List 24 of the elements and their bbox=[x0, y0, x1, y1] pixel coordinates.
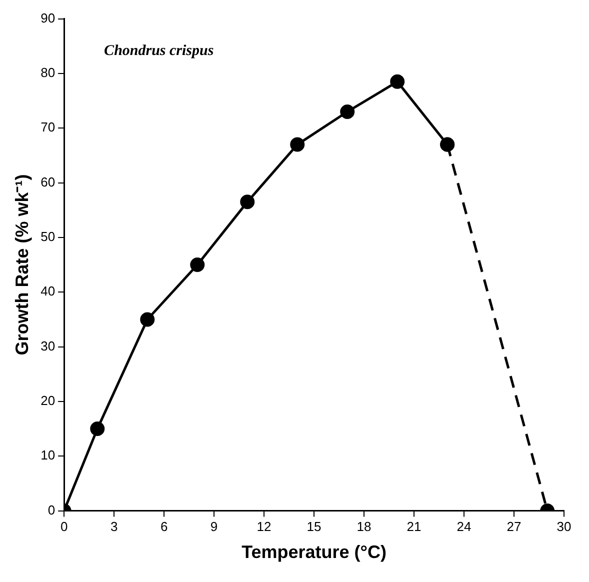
y-tick-label: 0 bbox=[48, 502, 56, 518]
x-tick-label: 27 bbox=[506, 519, 522, 534]
x-axis-title: Temperature (°C) bbox=[242, 542, 386, 562]
x-tick-label: 9 bbox=[210, 519, 218, 534]
x-tick-label: 15 bbox=[306, 519, 322, 534]
y-axis-title: Growth Rate (% wk⁻¹) bbox=[12, 174, 32, 356]
y-tick-label: 10 bbox=[40, 448, 56, 463]
y-tick-label: 60 bbox=[40, 174, 56, 190]
x-tick-label: 12 bbox=[256, 519, 272, 534]
y-tick-label: 20 bbox=[40, 393, 56, 408]
y-tick-label: 90 bbox=[40, 10, 56, 26]
x-tick-label: 0 bbox=[60, 519, 68, 534]
y-tick-label: 80 bbox=[40, 65, 56, 80]
y-tick-label: 70 bbox=[40, 120, 56, 135]
y-tick-label: 40 bbox=[40, 284, 56, 299]
y-tick-label: 30 bbox=[40, 338, 56, 354]
x-tick-label: 24 bbox=[456, 519, 472, 534]
x-tick-label: 21 bbox=[406, 519, 422, 534]
x-tick-label: 30 bbox=[556, 519, 572, 534]
x-tick-label: 18 bbox=[356, 519, 372, 534]
y-tick-label: 50 bbox=[40, 229, 56, 244]
x-tick-label: 3 bbox=[110, 519, 118, 534]
annotation: Chondrus crispus bbox=[104, 42, 214, 59]
x-tick-label: 6 bbox=[160, 519, 168, 534]
